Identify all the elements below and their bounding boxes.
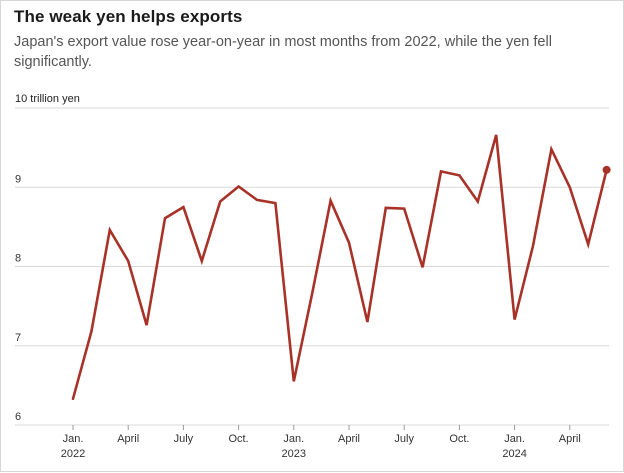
data-point <box>237 185 240 188</box>
x-axis-ticks: Jan. 2022 April July Oct. Jan. 2023 April July Oc… <box>61 425 581 460</box>
x-tick-label-month: April <box>117 433 139 445</box>
chart-subtitle: Japan's export value rose year-on-year i… <box>14 34 552 70</box>
data-point <box>219 200 222 203</box>
y-unit-label: 10 trillion yen <box>15 93 80 105</box>
data-point <box>256 199 259 202</box>
series-group <box>71 134 611 401</box>
data-point <box>182 206 185 209</box>
data-point <box>109 229 112 232</box>
data-point <box>90 330 93 333</box>
y-tick-label: 6 <box>15 411 21 423</box>
x-tick-label-month: Jan. <box>504 433 525 445</box>
data-point <box>421 266 424 269</box>
data-point <box>458 174 461 177</box>
data-point <box>201 260 204 263</box>
x-tick-label-month: July <box>174 433 194 445</box>
data-point <box>550 148 553 151</box>
data-point <box>72 398 75 401</box>
data-point <box>293 380 296 383</box>
x-tick-label-month: April <box>559 433 581 445</box>
x-tick-label-month: Oct. <box>449 433 469 445</box>
data-point <box>403 207 406 210</box>
data-point <box>477 200 480 203</box>
data-point <box>440 170 443 173</box>
data-point <box>569 186 572 189</box>
series-line <box>71 134 608 401</box>
x-tick-label-year: 2024 <box>502 448 526 460</box>
data-point <box>532 245 535 248</box>
x-tick-label-month: Jan. <box>283 433 304 445</box>
y-tick-label: 7 <box>15 332 21 344</box>
last-value-marker <box>602 165 611 174</box>
chart-title: The weak yen helps exports <box>14 7 243 26</box>
x-tick-label-year: 2023 <box>282 448 306 460</box>
data-point <box>348 241 351 244</box>
x-tick-label-month: July <box>394 433 414 445</box>
y-tick-label: 9 <box>15 173 21 185</box>
data-point <box>127 260 130 263</box>
data-point <box>587 243 590 246</box>
data-point <box>274 202 277 205</box>
x-tick-label-month: Oct. <box>229 433 249 445</box>
data-point <box>385 207 388 210</box>
data-point <box>145 324 148 327</box>
x-tick-label-month: Jan. <box>63 433 84 445</box>
x-tick-label-year: 2022 <box>61 448 85 460</box>
data-point <box>311 292 314 295</box>
data-point <box>513 318 516 321</box>
y-tick-label: 8 <box>15 253 21 265</box>
y-axis-ticks: 6 7 8 9 <box>15 173 21 423</box>
data-point <box>366 321 369 324</box>
data-point <box>164 217 167 220</box>
data-point <box>495 134 498 137</box>
x-tick-label-month: April <box>338 433 360 445</box>
data-point <box>329 199 332 202</box>
